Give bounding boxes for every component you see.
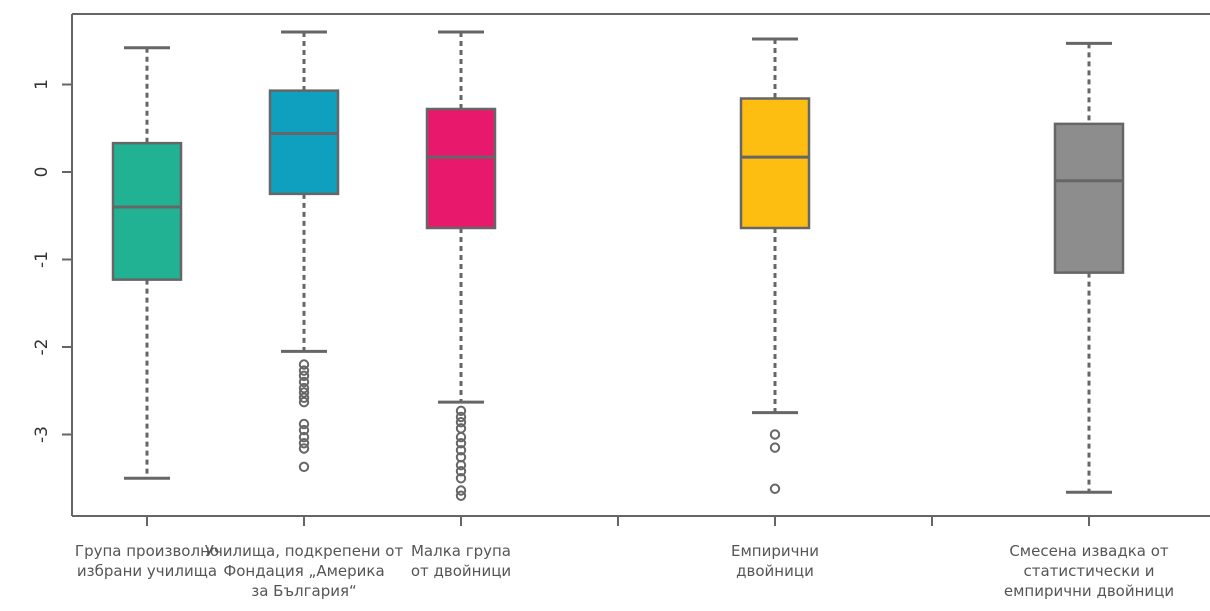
outlier-point xyxy=(298,370,310,382)
box-group xyxy=(425,30,497,501)
boxes xyxy=(111,30,1125,501)
outlier-point xyxy=(298,431,310,443)
outlier-point xyxy=(455,423,467,434)
box-group xyxy=(1053,41,1125,494)
outlier-point xyxy=(769,442,781,453)
outlier-point xyxy=(298,376,310,388)
outlier-point xyxy=(455,411,467,423)
x-ticks xyxy=(146,516,1090,526)
outlier-point xyxy=(298,387,310,398)
outlier-point xyxy=(455,405,467,417)
box-group xyxy=(268,30,340,473)
outlier-point xyxy=(455,485,467,496)
outlier-point xyxy=(298,359,310,370)
outlier-point xyxy=(298,461,310,473)
box-group xyxy=(739,37,811,494)
y-ticks: 1 0 -1 -2 -3 xyxy=(32,79,72,443)
box-iqr xyxy=(425,107,497,230)
y-tick-label: -1 xyxy=(32,251,52,268)
outlier-point xyxy=(769,483,781,494)
outlier-point xyxy=(455,459,467,471)
y-tick-label: -2 xyxy=(32,339,52,356)
outlier-point xyxy=(455,445,467,456)
box-iqr xyxy=(1053,122,1125,274)
outlier-point xyxy=(455,438,467,449)
outlier-point xyxy=(769,429,781,440)
outlier-point xyxy=(455,431,467,443)
y-tick-label: 1 xyxy=(32,79,52,90)
outlier-point xyxy=(298,382,310,394)
box-iqr xyxy=(268,89,340,196)
box-group xyxy=(111,46,183,480)
box-iqr xyxy=(739,97,811,230)
outlier-point xyxy=(298,438,310,449)
category-label: Малка група от двойници xyxy=(410,542,512,580)
category-label: Смесена извадка от статистически и емпир… xyxy=(1003,542,1175,600)
outlier-point xyxy=(455,417,467,428)
outlier-point xyxy=(298,396,310,408)
outlier-point xyxy=(298,392,310,403)
category-label: Училища, подкрепени от Фондация „Америка… xyxy=(204,542,404,600)
box-iqr xyxy=(111,141,183,281)
outlier-point xyxy=(298,365,310,376)
outlier-point xyxy=(298,424,310,436)
category-label: Група произволно избрани училища xyxy=(74,542,220,580)
category-label: Емпирични двойници xyxy=(730,542,820,580)
y-tick-label: -3 xyxy=(32,426,52,443)
outlier-point xyxy=(455,490,467,501)
y-tick-label: 0 xyxy=(32,167,52,178)
outlier-point xyxy=(298,443,310,454)
outlier-point xyxy=(298,418,310,430)
outlier-point xyxy=(455,466,467,477)
outlier-point xyxy=(455,473,467,484)
